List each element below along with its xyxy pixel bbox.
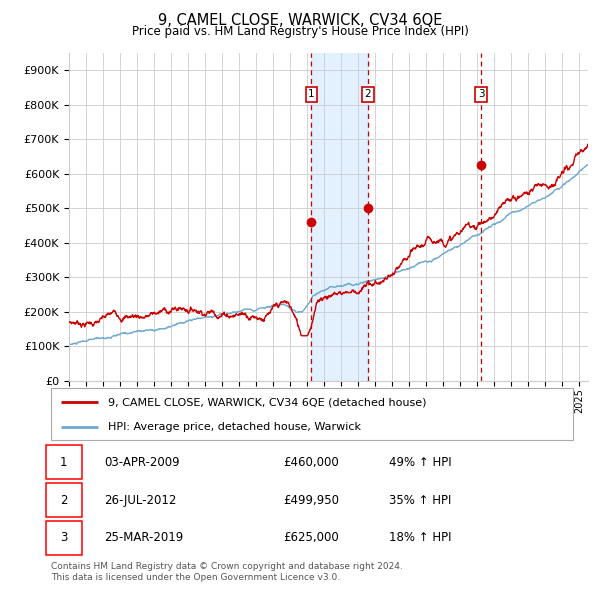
FancyBboxPatch shape (46, 522, 82, 555)
Text: 49% ↑ HPI: 49% ↑ HPI (389, 455, 452, 468)
Text: 3: 3 (60, 532, 67, 545)
Text: 35% ↑ HPI: 35% ↑ HPI (389, 493, 451, 507)
FancyBboxPatch shape (46, 445, 82, 478)
FancyBboxPatch shape (46, 483, 82, 517)
Text: 2: 2 (60, 493, 67, 507)
Text: 03-APR-2009: 03-APR-2009 (104, 455, 179, 468)
Text: 26-JUL-2012: 26-JUL-2012 (104, 493, 176, 507)
Text: £460,000: £460,000 (283, 455, 339, 468)
Text: 1: 1 (308, 90, 315, 100)
Text: 9, CAMEL CLOSE, WARWICK, CV34 6QE (detached house): 9, CAMEL CLOSE, WARWICK, CV34 6QE (detac… (109, 397, 427, 407)
Text: HPI: Average price, detached house, Warwick: HPI: Average price, detached house, Warw… (109, 422, 361, 431)
Bar (311, 53, 368, 381)
Text: £499,950: £499,950 (283, 493, 340, 507)
Text: 1: 1 (60, 455, 67, 468)
Text: Price paid vs. HM Land Registry's House Price Index (HPI): Price paid vs. HM Land Registry's House … (131, 25, 469, 38)
Text: £625,000: £625,000 (283, 532, 339, 545)
Text: 18% ↑ HPI: 18% ↑ HPI (389, 532, 451, 545)
Text: 2: 2 (365, 90, 371, 100)
Text: 9, CAMEL CLOSE, WARWICK, CV34 6QE: 9, CAMEL CLOSE, WARWICK, CV34 6QE (158, 13, 442, 28)
Text: 25-MAR-2019: 25-MAR-2019 (104, 532, 183, 545)
FancyBboxPatch shape (51, 388, 573, 440)
Text: Contains HM Land Registry data © Crown copyright and database right 2024.
This d: Contains HM Land Registry data © Crown c… (51, 562, 403, 582)
Text: 3: 3 (478, 90, 485, 100)
